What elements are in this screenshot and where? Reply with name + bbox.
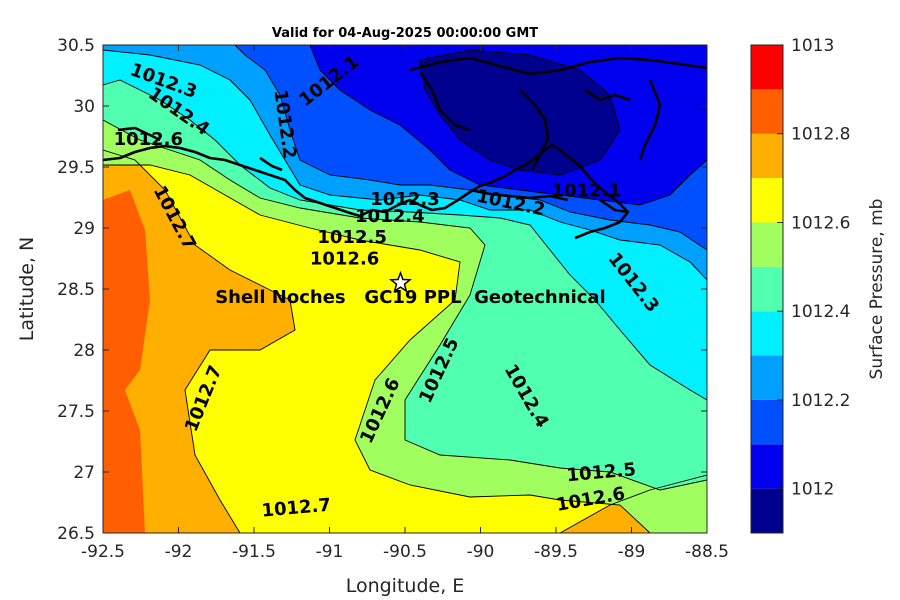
y-tick-label: 29.5 <box>57 158 95 178</box>
x-tick-label: -89.5 <box>534 542 578 562</box>
colorbar-segment <box>751 133 783 179</box>
x-tick-label: -91 <box>316 542 344 562</box>
level-band-1012.7-1012.8 <box>103 45 295 533</box>
level-band-1011.9-1012.0 <box>420 50 620 175</box>
contour-label: 1012.6 <box>114 129 183 150</box>
colorbar-tick-label: 1013 <box>791 36 834 56</box>
x-tick-label: -88.5 <box>685 542 729 562</box>
level-band-1012.8-1012.9-southwest <box>103 385 145 533</box>
y-tick-label: 27.5 <box>57 402 95 422</box>
x-tick-label: -90.5 <box>383 542 427 562</box>
colorbar-segment <box>751 488 783 533</box>
colorbar-segment <box>751 311 783 356</box>
level-band-1012.8-1012.9-west <box>103 190 150 390</box>
contour-label: 1012.6 <box>310 249 379 270</box>
colorbar-label: Surface Pressure, mb <box>867 199 887 380</box>
colorbar-segment <box>751 355 783 400</box>
colorbar-segment <box>751 178 783 223</box>
contour-label: 1012.5 <box>317 227 386 248</box>
x-tick-label: -90 <box>467 542 495 562</box>
colorbar-tick-label: 1012.4 <box>791 302 850 322</box>
y-tick-label: 28.5 <box>57 280 95 300</box>
colorbar-segment <box>751 45 783 90</box>
y-tick-label: 30.5 <box>57 36 95 56</box>
x-axis: -92.5 -92 -91.5 -91 -90.5 -90 -89.5 -89 -88.5 <box>81 45 729 562</box>
contour-label: 1012.3 <box>370 189 439 210</box>
colorbar-tick-label: 1012 <box>791 480 834 500</box>
contour-label: 1012.1 <box>551 180 620 201</box>
x-axis-label: Longitude, E <box>346 575 465 597</box>
colorbar-segment <box>751 222 783 267</box>
x-tick-label: -89 <box>618 542 646 562</box>
coastline <box>103 56 707 240</box>
colorbar-tick-label: 1012.8 <box>791 125 850 145</box>
x-tick-label: -92.5 <box>81 542 125 562</box>
contour-label: 1012.4 <box>355 206 424 227</box>
y-tick-label: 27 <box>73 463 95 483</box>
site-marker-group: Shell Noches GC19 PPL Geotechnical <box>215 270 606 308</box>
y-axis-label: Latitude, N <box>16 237 38 342</box>
colorbar-segment <box>751 444 783 489</box>
site-label: Shell Noches GC19 PPL Geotechnical <box>215 287 606 308</box>
colorbar-tick-label: 1012.6 <box>791 213 850 233</box>
colorbar-segment <box>751 89 783 134</box>
y-tick-label: 30 <box>73 97 95 117</box>
colorbar-tick-label: 1012.2 <box>791 391 850 411</box>
x-tick-label: -91.5 <box>232 542 276 562</box>
star-icon <box>388 270 413 293</box>
colorbar: 1013 1012.8 1012.6 1012.4 1012.2 1012 <box>750 36 850 534</box>
chart-title: Valid for 04-Aug-2025 00:00:00 GMT <box>272 26 538 41</box>
x-tick-label: -92 <box>165 542 193 562</box>
y-tick-label: 26.5 <box>57 524 95 544</box>
y-tick-label: 28 <box>73 341 95 361</box>
colorbar-segment <box>751 399 783 445</box>
colorbar-segment <box>751 266 783 312</box>
y-tick-label: 29 <box>73 219 95 239</box>
colorbar-frame <box>750 44 784 534</box>
y-axis: 30.5 30 29.5 29 28.5 28 27.5 27 26.5 <box>57 36 707 544</box>
